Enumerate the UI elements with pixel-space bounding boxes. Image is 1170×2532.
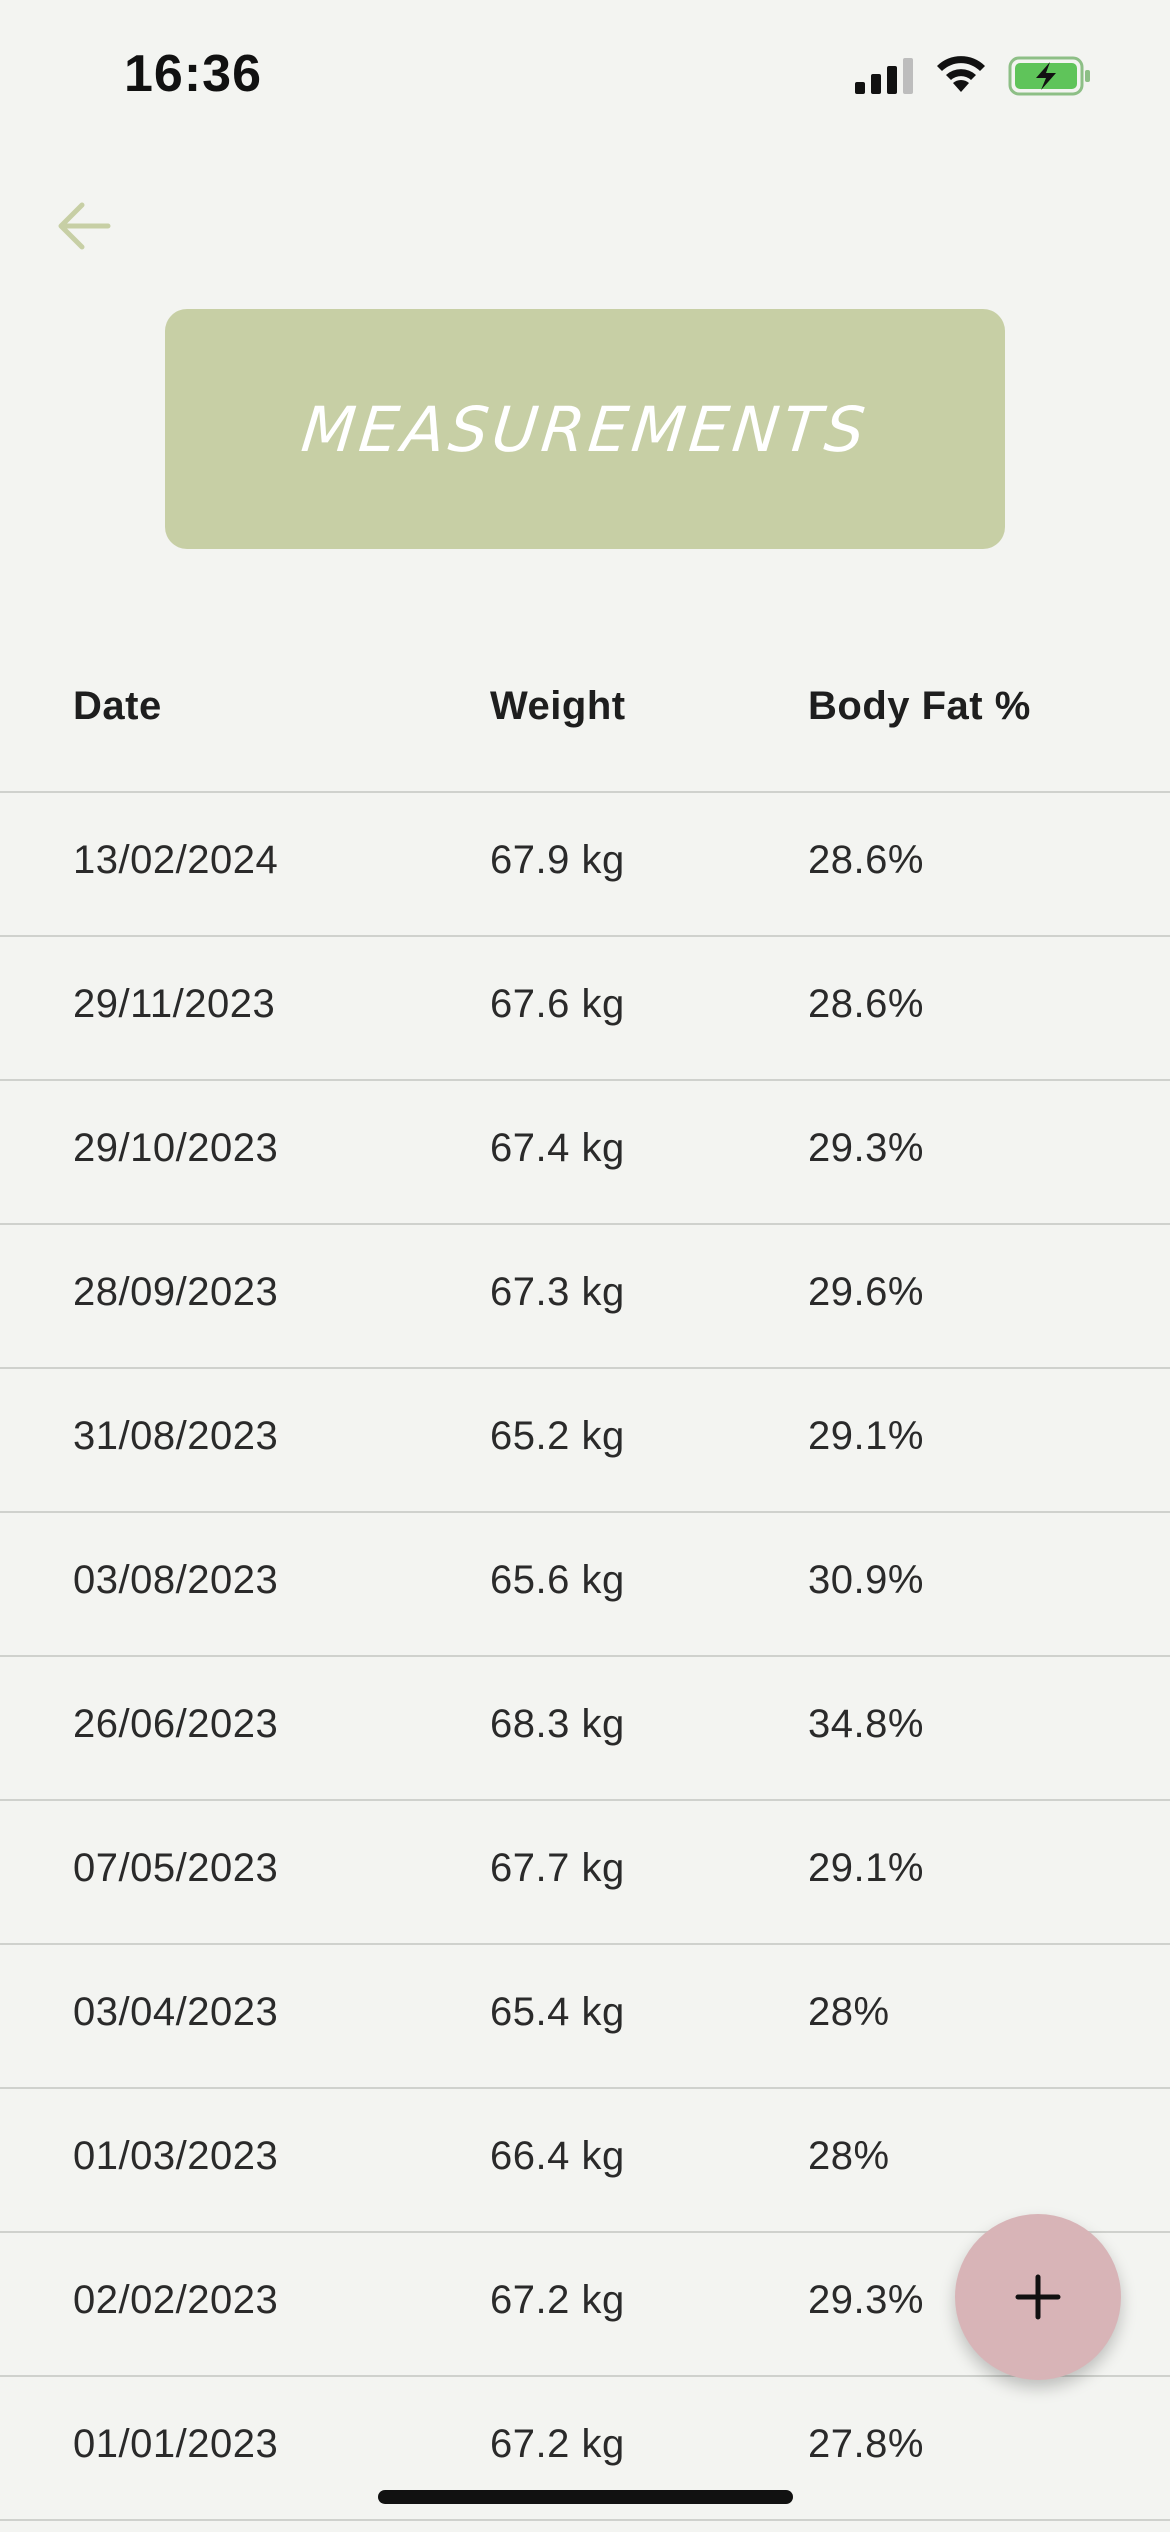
table-row[interactable]: 03/08/2023 65.6 kg 30.9% <box>0 1513 1170 1657</box>
cell-date: 26/06/2023 <box>73 1702 279 1746</box>
cell-body-fat: 28% <box>808 2134 890 2178</box>
cell-date: 29/10/2023 <box>73 1126 279 1170</box>
table-row[interactable]: 07/05/2023 67.7 kg 29.1% <box>0 1801 1170 1945</box>
signal-icon <box>855 58 913 94</box>
cell-date: 29/11/2023 <box>73 982 276 1026</box>
table-row[interactable]: 28/09/2023 67.3 kg 29.6% <box>0 1225 1170 1369</box>
table-row[interactable]: 02/02/2023 67.2 kg 29.3% <box>0 2233 1170 2377</box>
cell-body-fat: 28.6% <box>808 838 924 882</box>
cell-date: 13/02/2024 <box>73 838 279 882</box>
cell-body-fat: 28.6% <box>808 982 924 1026</box>
cell-date: 03/08/2023 <box>73 1558 279 1602</box>
title-banner: MEASUREMENTS <box>165 309 1005 549</box>
cell-weight: 67.6 kg <box>490 982 625 1026</box>
measurements-table: Date Weight Body Fat % 13/02/2024 67.9 k… <box>0 637 1170 2521</box>
arrow-left-icon <box>58 202 111 250</box>
cell-weight: 65.2 kg <box>490 1414 625 1458</box>
cell-body-fat: 30.9% <box>808 1558 924 1602</box>
column-header-weight: Weight <box>490 684 626 728</box>
cell-body-fat: 28% <box>808 1990 890 2034</box>
back-button[interactable] <box>48 190 120 262</box>
table-row[interactable]: 13/02/2024 67.9 kg 28.6% <box>0 793 1170 937</box>
cell-body-fat: 29.1% <box>808 1846 924 1890</box>
cell-body-fat: 34.8% <box>808 1702 924 1746</box>
wifi-icon <box>937 56 985 92</box>
cell-weight: 67.2 kg <box>490 2422 625 2466</box>
page-title: MEASUREMENTS <box>297 392 873 466</box>
column-header-date: Date <box>73 684 162 728</box>
table-row[interactable]: 01/03/2023 66.4 kg 28% <box>0 2089 1170 2233</box>
cell-weight: 67.7 kg <box>490 1846 625 1890</box>
status-time: 16:36 <box>124 45 262 103</box>
plus-icon <box>1015 2274 1061 2320</box>
add-measurement-button[interactable] <box>955 2214 1121 2380</box>
cell-date: 01/01/2023 <box>73 2422 279 2466</box>
cell-date: 07/05/2023 <box>73 1846 279 1890</box>
cell-weight: 67.4 kg <box>490 1126 625 1170</box>
cell-body-fat: 29.1% <box>808 1414 924 1458</box>
table-row[interactable]: 29/10/2023 67.4 kg 29.3% <box>0 1081 1170 1225</box>
table-header: Date Weight Body Fat % <box>0 637 1170 793</box>
table-row[interactable]: 31/08/2023 65.2 kg 29.1% <box>0 1369 1170 1513</box>
table-row[interactable]: 26/06/2023 68.3 kg 34.8% <box>0 1657 1170 1801</box>
cell-body-fat: 29.3% <box>808 2278 924 2322</box>
cell-date: 02/02/2023 <box>73 2278 279 2322</box>
cell-weight: 67.3 kg <box>490 1270 625 1314</box>
cell-body-fat: 29.3% <box>808 1126 924 1170</box>
cell-weight: 68.3 kg <box>490 1702 625 1746</box>
cell-date: 31/08/2023 <box>73 1414 279 1458</box>
table-row[interactable]: 03/04/2023 65.4 kg 28% <box>0 1945 1170 2089</box>
table-row[interactable]: 29/11/2023 67.6 kg 28.6% <box>0 937 1170 1081</box>
cell-date: 03/04/2023 <box>73 1990 279 2034</box>
table-row[interactable]: 01/01/2023 67.2 kg 27.8% <box>0 2377 1170 2521</box>
cell-body-fat: 29.6% <box>808 1270 924 1314</box>
cell-weight: 65.4 kg <box>490 1990 625 2034</box>
cell-body-fat: 27.8% <box>808 2422 924 2466</box>
cell-weight: 67.2 kg <box>490 2278 625 2322</box>
cell-weight: 66.4 kg <box>490 2134 625 2178</box>
cell-weight: 67.9 kg <box>490 838 625 882</box>
battery-charging-icon <box>1008 56 1090 96</box>
cell-date: 01/03/2023 <box>73 2134 279 2178</box>
home-indicator[interactable] <box>378 2490 793 2504</box>
status-bar: 16:36 <box>0 0 1170 150</box>
cell-weight: 65.6 kg <box>490 1558 625 1602</box>
column-header-body-fat: Body Fat % <box>808 684 1031 728</box>
cell-date: 28/09/2023 <box>73 1270 279 1314</box>
